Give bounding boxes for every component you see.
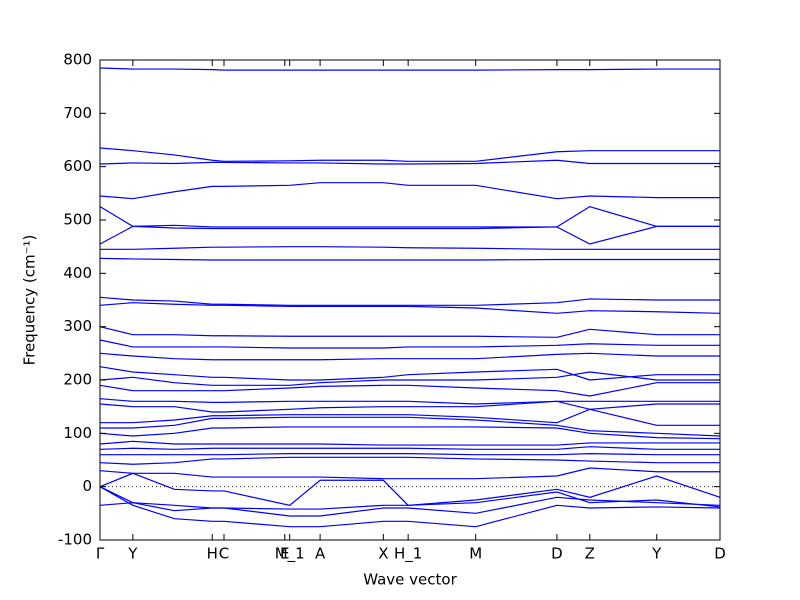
band-line bbox=[99, 440, 720, 446]
band-line bbox=[99, 446, 720, 450]
band-line bbox=[99, 147, 720, 162]
band-line bbox=[99, 182, 720, 200]
x-tick-label: A bbox=[315, 545, 326, 563]
y-tick-label: 100 bbox=[63, 424, 92, 442]
band-line bbox=[100, 416, 721, 437]
x-tick-label: D bbox=[551, 545, 563, 563]
band-line bbox=[99, 339, 720, 349]
band-line bbox=[99, 467, 720, 480]
x-tick-label: H bbox=[207, 545, 218, 563]
band-line bbox=[99, 382, 720, 397]
x-axis-label: Wave vector bbox=[363, 571, 457, 589]
band-line bbox=[99, 296, 720, 306]
y-tick-label: 400 bbox=[63, 264, 92, 282]
band-line bbox=[99, 225, 720, 245]
x-tick-label: X bbox=[378, 545, 388, 563]
x-tick-label: Y bbox=[127, 545, 138, 563]
plot-frame bbox=[99, 59, 721, 541]
band-line bbox=[99, 159, 720, 165]
y-tick-label: 700 bbox=[63, 104, 92, 122]
x-tick-label: M_1 bbox=[275, 545, 305, 564]
band-line bbox=[99, 491, 721, 510]
band-line bbox=[99, 302, 721, 314]
x-tick-label: M bbox=[469, 545, 482, 563]
y-tick-label: 500 bbox=[63, 211, 92, 229]
band-line bbox=[99, 257, 720, 261]
band-line bbox=[99, 352, 720, 361]
band-line bbox=[99, 398, 720, 405]
band-line bbox=[99, 366, 720, 381]
band-line bbox=[99, 326, 720, 338]
x-tick-label: E bbox=[280, 545, 289, 563]
band-line bbox=[100, 408, 720, 426]
band-line bbox=[100, 452, 720, 456]
y-axis-label: Frequency (cm⁻¹) bbox=[21, 235, 39, 366]
band-line bbox=[99, 472, 721, 506]
band-line bbox=[99, 486, 721, 528]
x-tick-label: Y bbox=[651, 545, 662, 563]
band-line bbox=[99, 67, 720, 71]
y-tick-label: 200 bbox=[63, 371, 92, 389]
y-tick-label: 600 bbox=[63, 157, 92, 175]
x-tick-label: D bbox=[714, 545, 726, 563]
y-tick-label: 800 bbox=[63, 51, 92, 69]
band-line bbox=[99, 426, 721, 440]
y-tick-label: 300 bbox=[63, 317, 92, 335]
x-tick-label: Z bbox=[585, 545, 595, 563]
y-tick-label: -100 bbox=[58, 531, 92, 549]
band-line bbox=[99, 206, 720, 228]
x-tick-label: H_1 bbox=[394, 545, 422, 564]
x-tick-label: Γ bbox=[96, 545, 105, 563]
x-tick-label: C bbox=[219, 545, 229, 563]
y-tick-label: 0 bbox=[82, 477, 92, 495]
band-line bbox=[99, 456, 720, 465]
band-line bbox=[99, 400, 720, 413]
band-line bbox=[100, 246, 720, 250]
band-line bbox=[99, 486, 721, 517]
band-line bbox=[99, 371, 720, 386]
